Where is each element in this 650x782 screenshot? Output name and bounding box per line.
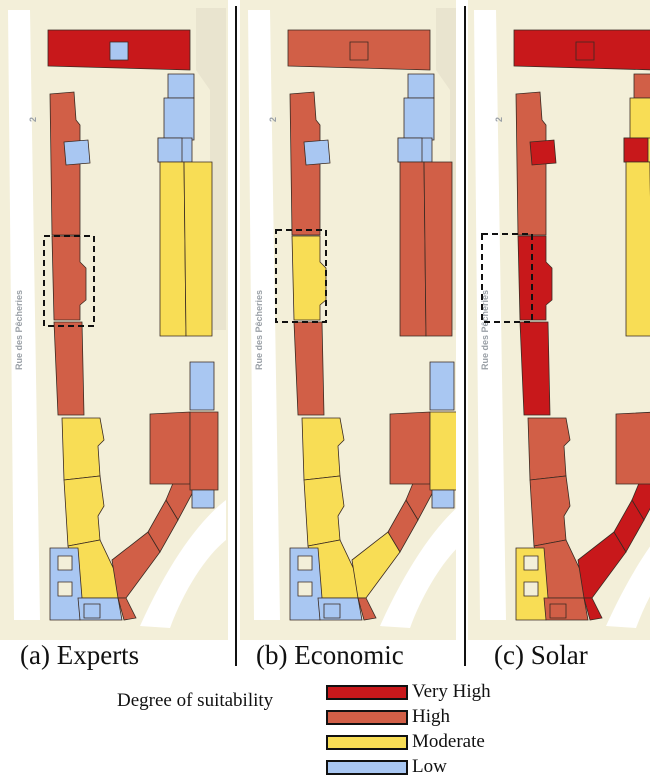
legend-title: Degree of suitability	[117, 690, 274, 711]
building-north-courtyard	[349, 41, 369, 61]
building-east-long-b	[183, 161, 213, 337]
map-panel-experts: Rue des Pêcheries 2	[0, 0, 228, 640]
building-east-stair-top	[167, 73, 195, 99]
building-curve-a	[351, 531, 401, 599]
building-curve-d	[117, 597, 137, 621]
street-west	[8, 10, 40, 620]
building-north-courtyard	[109, 41, 129, 61]
building-west-s1	[301, 417, 345, 481]
legend-item-very-high: Very High	[326, 682, 491, 702]
building-east-annex	[157, 137, 183, 163]
legend-label-low: Low	[412, 756, 447, 777]
building-west-row-mid	[517, 235, 553, 321]
building-west-s2	[529, 475, 571, 547]
highlight-box	[275, 229, 327, 323]
building-se-block-a	[389, 411, 431, 485]
building-west-row-lower	[519, 321, 551, 416]
street-west	[474, 10, 506, 620]
building-curve-d	[583, 597, 603, 621]
building-curve-a	[577, 531, 627, 599]
highlight-box	[43, 235, 95, 327]
street-label: Rue des Pêcheries	[14, 290, 24, 370]
legend-swatch-moderate	[326, 734, 408, 750]
building-east-annex	[623, 137, 649, 163]
highlight-box	[481, 233, 533, 323]
building-corner-square	[83, 603, 101, 619]
building-se-small	[431, 489, 455, 509]
map-experts: Rue des Pêcheries 2	[0, 0, 228, 640]
legend-label-high: High	[412, 706, 450, 727]
street-number: 2	[268, 117, 278, 122]
building-east-long-b	[423, 161, 453, 337]
street-label: Rue des Pêcheries	[254, 290, 264, 370]
caption-experts: (a) Experts	[20, 640, 140, 670]
map-panel-economic: Rue des Pêcheries 2	[240, 0, 456, 640]
map-solar: Rue des Pêcheries 2	[468, 0, 650, 640]
map-economic: Rue des Pêcheries 2	[240, 0, 456, 640]
legend-item-moderate: Moderate	[326, 732, 485, 752]
building-east-stair-2	[629, 97, 650, 141]
building-west-annex	[529, 139, 557, 166]
map-panel-solar: Rue des Pêcheries 2	[468, 0, 650, 640]
building-sw-window-1	[57, 555, 73, 571]
building-sw-window-1	[523, 555, 539, 571]
building-east-small	[429, 361, 455, 411]
street-curve	[380, 508, 456, 628]
building-north-courtyard	[575, 41, 595, 61]
building-west-s1	[61, 417, 105, 481]
building-west-s2	[303, 475, 345, 547]
legend-label-moderate: Moderate	[412, 731, 485, 752]
street-label: Rue des Pêcheries	[480, 290, 490, 370]
building-west-row-mid	[51, 235, 87, 321]
building-west-row-upper	[289, 91, 321, 236]
building-corner-square	[323, 603, 341, 619]
building-east-stair-2	[403, 97, 435, 141]
building-west-annex	[303, 139, 331, 166]
building-sw-window-2	[57, 581, 73, 597]
building-east-long-a	[625, 161, 650, 337]
building-east-stair-2	[163, 97, 195, 141]
building-east-small	[189, 361, 215, 411]
legend-swatch-high	[326, 709, 408, 725]
legend-item-low: Low	[326, 757, 447, 777]
legend-label-very-high: Very High	[412, 681, 491, 702]
building-se-block-b	[429, 411, 456, 491]
building-sw-window-2	[523, 581, 539, 597]
street-west	[248, 10, 280, 620]
panel-divider-right	[464, 6, 466, 666]
building-east-long-a	[159, 161, 187, 337]
building-west-row-upper	[49, 91, 81, 236]
building-west-s1	[527, 417, 571, 481]
building-curve-d	[357, 597, 377, 621]
building-east-long-a	[399, 161, 427, 337]
legend-item-high: High	[326, 707, 450, 727]
building-west-row-lower	[293, 321, 325, 416]
building-se-block-a	[149, 411, 191, 485]
building-west-annex	[63, 139, 91, 166]
building-east-stair-top	[407, 73, 435, 99]
street-number: 2	[28, 117, 38, 122]
caption-economic: (b) Economic	[256, 640, 404, 670]
street-number: 2	[494, 117, 504, 122]
building-sw-window-2	[297, 581, 313, 597]
building-west-row-lower	[53, 321, 85, 416]
building-east-annex	[397, 137, 423, 163]
building-curve-a	[111, 531, 161, 599]
building-se-small	[191, 489, 215, 509]
building-se-block-a	[615, 411, 650, 485]
building-se-block-b	[189, 411, 219, 491]
caption-solar: (c) Solar	[494, 640, 588, 670]
legend-swatch-low	[326, 759, 408, 775]
building-corner-square	[549, 603, 567, 619]
street-curve	[140, 500, 226, 628]
panel-divider-left	[235, 6, 237, 666]
building-east-stair-top	[633, 73, 650, 99]
street-curve	[606, 546, 650, 628]
legend-swatch-very-high	[326, 684, 408, 700]
building-west-s2	[63, 475, 105, 547]
building-sw-window-1	[297, 555, 313, 571]
